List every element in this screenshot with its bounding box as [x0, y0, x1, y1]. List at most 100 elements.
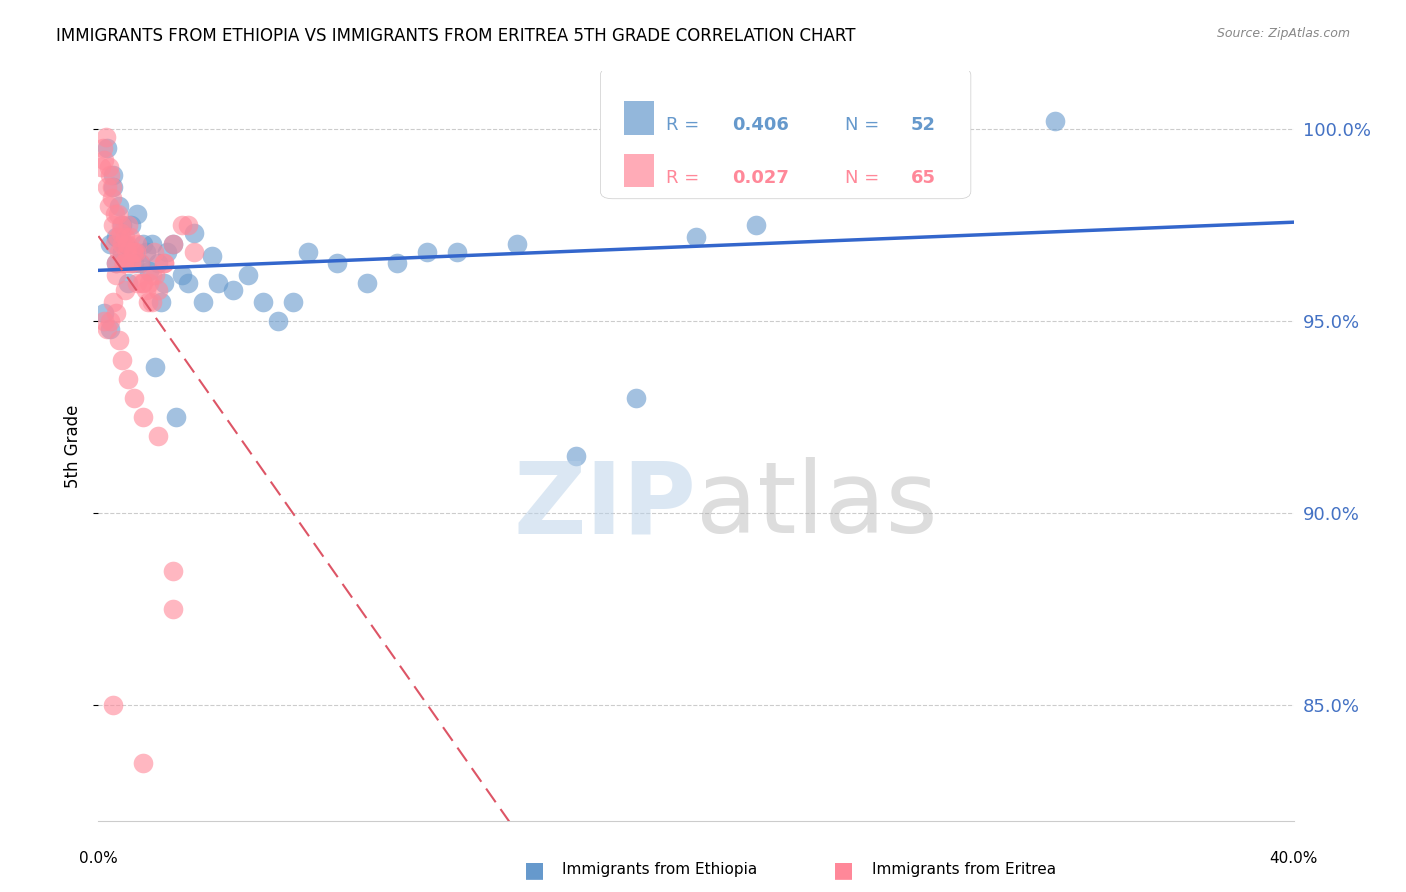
Point — [156, 244, 179, 259]
Point — [117, 218, 139, 232]
Point — [108, 199, 131, 213]
Point — [297, 244, 319, 259]
Point — [105, 229, 128, 244]
Bar — [624, 102, 654, 135]
Point — [138, 264, 160, 278]
Point — [148, 284, 170, 298]
Point — [281, 294, 304, 309]
Point — [162, 237, 184, 252]
Point — [104, 237, 127, 252]
Point — [110, 218, 132, 232]
Point — [135, 284, 157, 298]
Point — [1043, 114, 1066, 128]
Point — [101, 179, 124, 194]
Point — [105, 306, 128, 320]
Point — [207, 276, 229, 290]
Point — [103, 218, 125, 232]
Text: N =: N = — [827, 116, 868, 135]
Point — [626, 391, 648, 405]
Bar — [624, 153, 654, 187]
Text: Immigrants from Eritrea: Immigrants from Eritrea — [872, 863, 1056, 877]
Point — [446, 244, 468, 259]
Point — [125, 244, 148, 259]
Point — [153, 256, 176, 270]
Text: IMMIGRANTS FROM ETHIOPIA VS IMMIGRANTS FROM ERITREA 5TH GRADE CORRELATION CHART: IMMIGRANTS FROM ETHIOPIA VS IMMIGRANTS F… — [56, 27, 856, 45]
Point — [183, 244, 205, 259]
Point — [129, 256, 152, 270]
Point — [172, 218, 194, 232]
Point — [98, 314, 122, 328]
Point — [162, 564, 184, 578]
Point — [252, 294, 274, 309]
Point — [124, 256, 146, 270]
Point — [91, 141, 114, 155]
Text: 52: 52 — [911, 116, 936, 135]
Point — [148, 429, 170, 443]
Point — [97, 161, 120, 175]
Point — [90, 161, 112, 175]
Point — [148, 256, 170, 270]
Point — [143, 268, 166, 282]
Y-axis label: 5th Grade: 5th Grade — [63, 404, 82, 488]
Text: N =: N = — [845, 169, 886, 186]
Point — [132, 756, 155, 770]
Point — [98, 322, 122, 336]
Point — [105, 256, 128, 270]
Point — [96, 322, 118, 336]
Point — [141, 294, 163, 309]
Point — [124, 391, 146, 405]
Point — [162, 602, 184, 616]
Point — [103, 294, 125, 309]
Point — [222, 284, 245, 298]
Point — [117, 372, 139, 386]
Text: 65: 65 — [911, 169, 936, 186]
Point — [142, 244, 165, 259]
Point — [129, 256, 152, 270]
Point — [267, 314, 290, 328]
Point — [112, 256, 135, 270]
Point — [177, 276, 200, 290]
Point — [111, 244, 134, 259]
Point — [385, 256, 409, 270]
Point — [98, 237, 122, 252]
Point — [132, 276, 155, 290]
Point — [94, 129, 117, 144]
Point — [111, 218, 134, 232]
Point — [127, 237, 149, 252]
Text: Source: ZipAtlas.com: Source: ZipAtlas.com — [1216, 27, 1350, 40]
Point — [115, 237, 138, 252]
Point — [132, 237, 155, 252]
Text: 0.027: 0.027 — [714, 169, 770, 186]
Point — [120, 256, 142, 270]
Point — [506, 237, 529, 252]
Point — [96, 179, 118, 194]
Point — [131, 276, 153, 290]
Text: 0.406: 0.406 — [733, 116, 789, 135]
Point — [96, 141, 118, 155]
Point — [745, 218, 768, 232]
Point — [685, 229, 707, 244]
Point — [121, 244, 143, 259]
Point — [97, 199, 120, 213]
FancyBboxPatch shape — [600, 68, 972, 199]
Text: 0.027: 0.027 — [733, 169, 789, 186]
Point — [103, 698, 125, 713]
Point — [136, 294, 159, 309]
Point — [108, 244, 131, 259]
Point — [924, 122, 946, 136]
Point — [98, 168, 122, 182]
Point — [326, 256, 349, 270]
Point — [114, 229, 136, 244]
Point — [105, 268, 128, 282]
Point — [141, 237, 163, 252]
Point — [120, 218, 142, 232]
Point — [127, 276, 149, 290]
Point — [127, 206, 149, 220]
Point — [124, 244, 146, 259]
Point — [114, 284, 136, 298]
Point — [141, 268, 163, 282]
Point — [172, 268, 194, 282]
Text: 0.406: 0.406 — [714, 116, 770, 135]
Point — [162, 237, 184, 252]
Point — [153, 276, 176, 290]
